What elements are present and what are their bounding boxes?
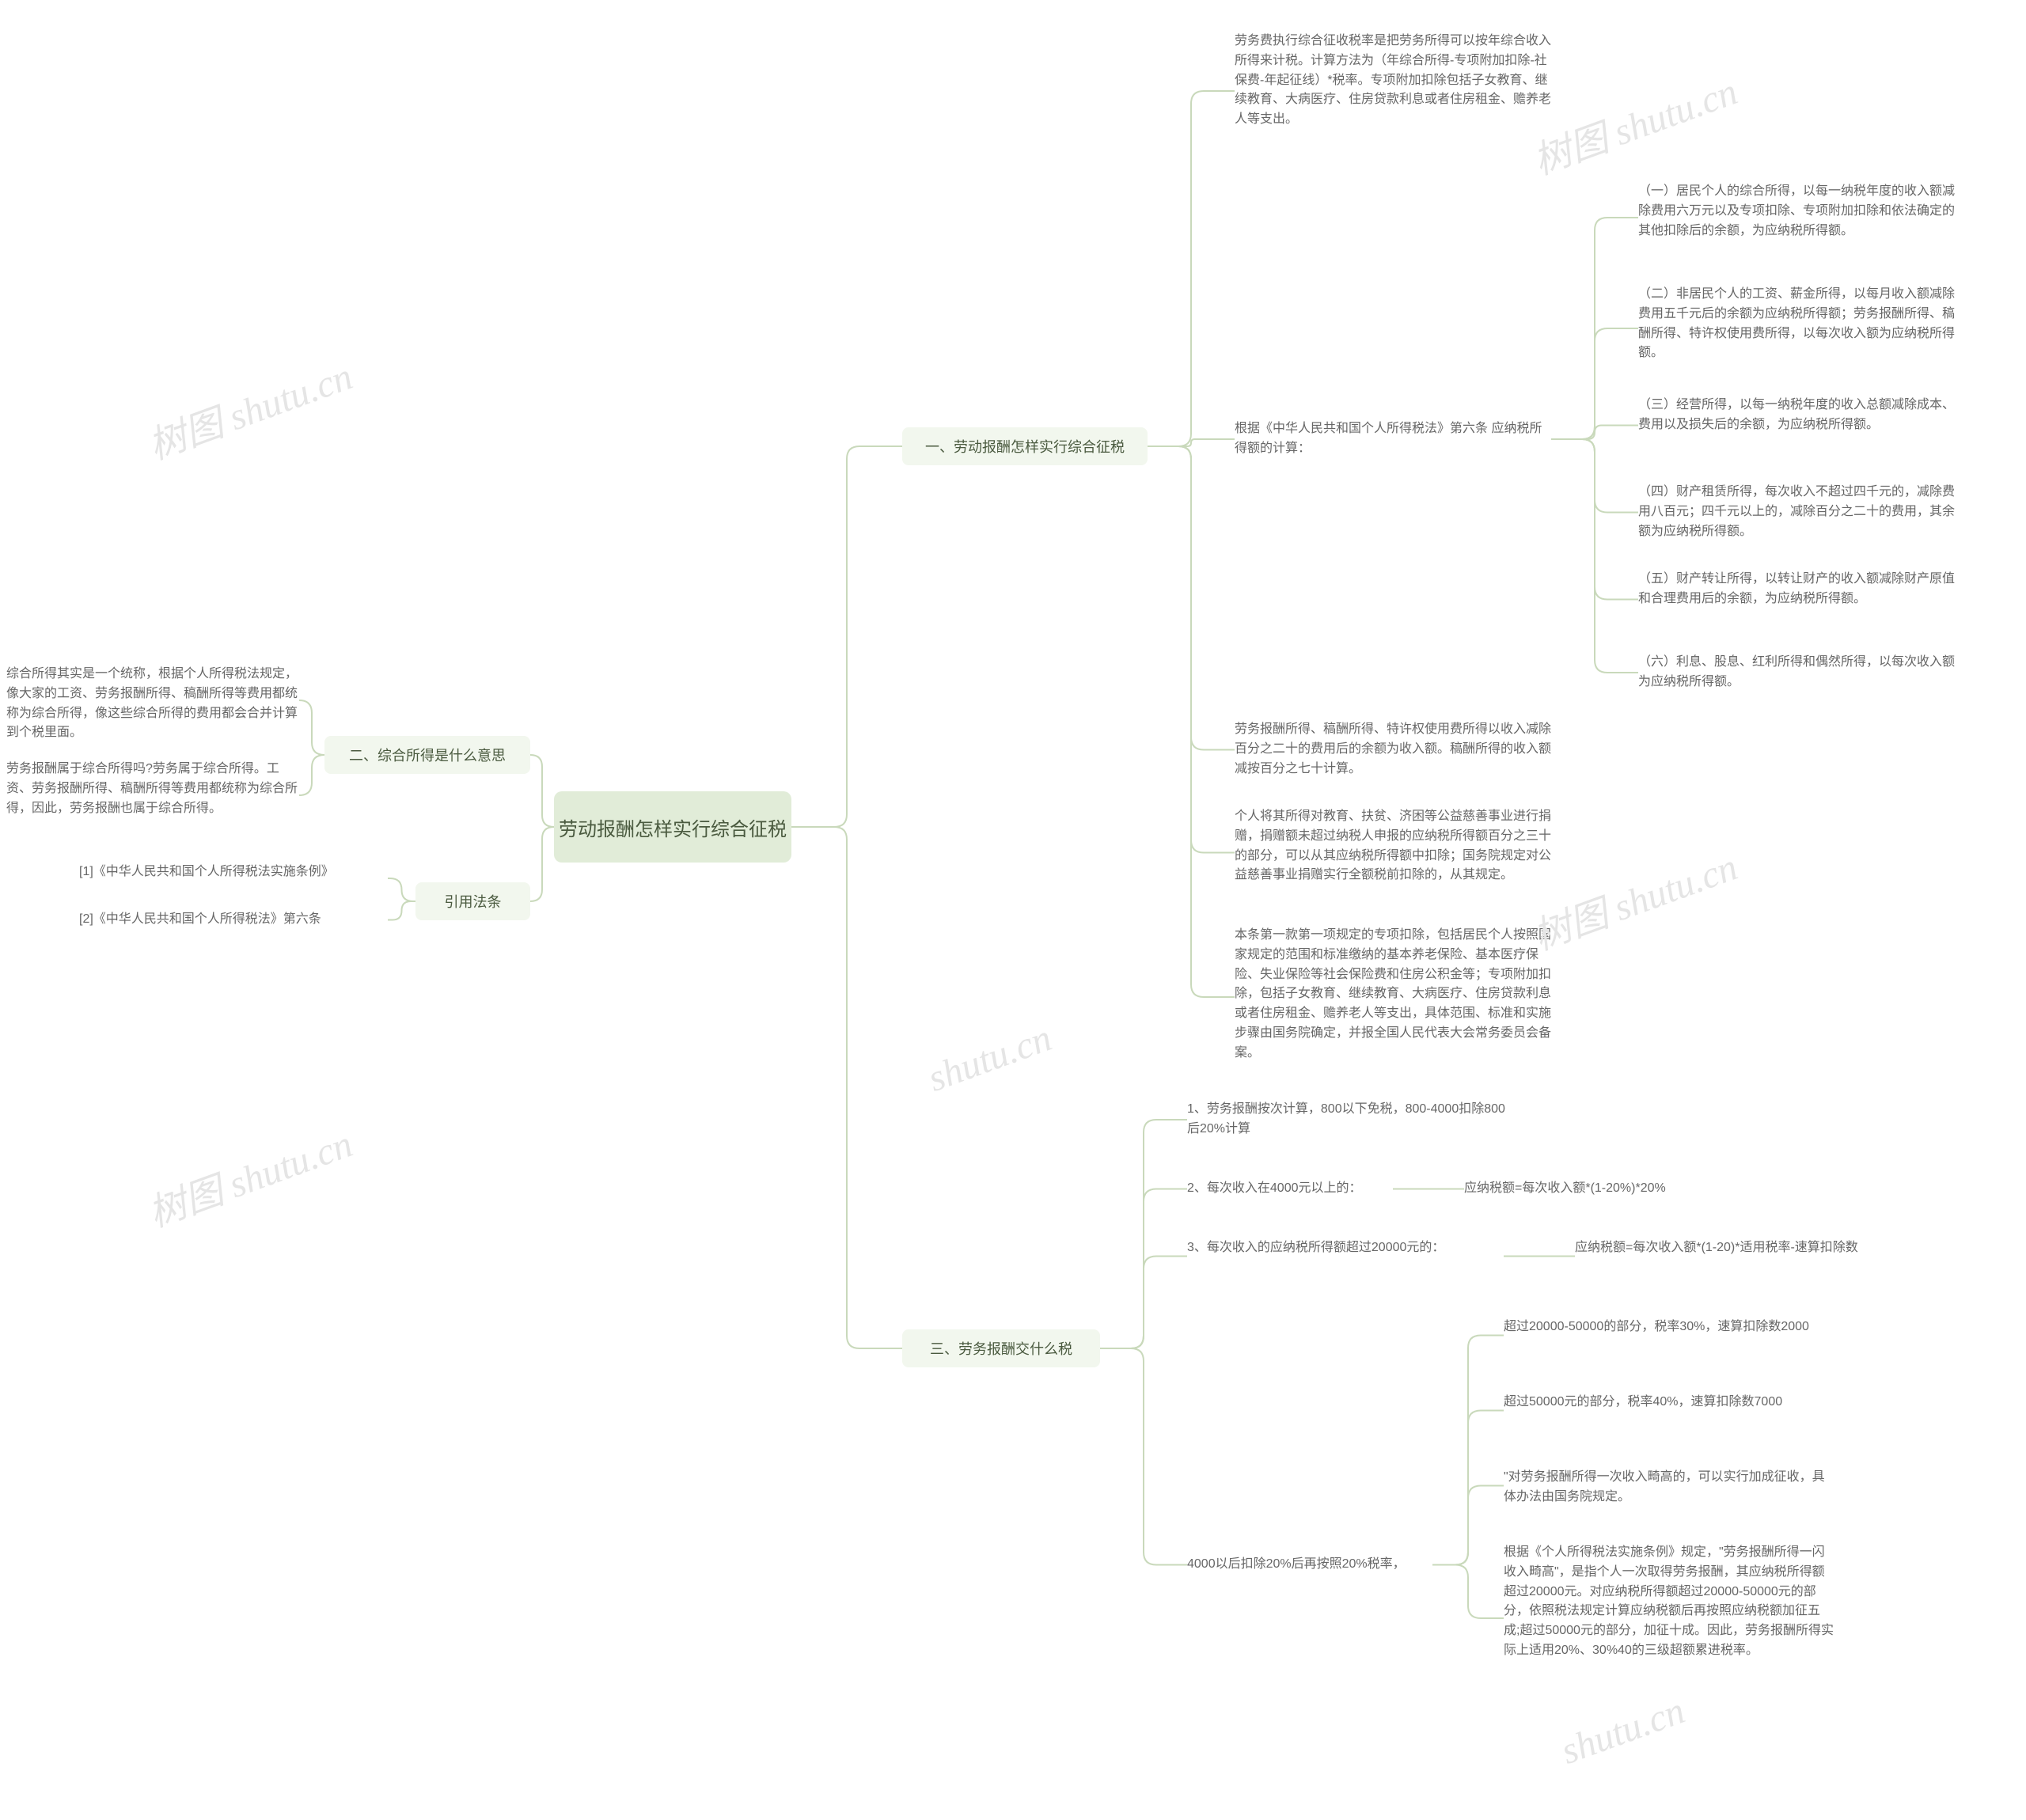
edge: [1432, 1565, 1504, 1619]
edge: [1148, 91, 1235, 446]
b4c2a: 应纳税额=每次收入额*(1-20%)*20%: [1464, 1179, 1702, 1199]
b4c4b: 超过50000元的部分，税率40%，速算扣除数7000: [1504, 1393, 1836, 1428]
b1c2f: （六）利息、股息、红利所得和偶然所得，以每次收入额为应纳税所得额。: [1638, 653, 1955, 692]
b4c2: 2、每次收入在4000元以上的：: [1187, 1179, 1393, 1199]
b2c2: 劳务报酬属于综合所得吗?劳务属于综合所得。工资、劳务报酬所得、稿酬所得等费用都统…: [6, 760, 299, 831]
b1c1: 劳务费执行综合征收税率是把劳务所得可以按年综合收入所得来计税。计算方法为（年综合…: [1235, 32, 1551, 150]
b1c5: 本条第一款第一项规定的专项扣除，包括居民个人按照国家规定的范围和标准缴纳的基本养…: [1235, 926, 1551, 1068]
edge: [791, 827, 902, 1348]
edge: [1432, 1486, 1504, 1565]
b4c4: 4000以后扣除20%后再按照20%税率，: [1187, 1555, 1432, 1575]
b1c2b: （二）非居民个人的工资、薪金所得，以每月收入额减除费用五千元后的余额为应纳税所得…: [1638, 285, 1955, 372]
b4c4a: 超过20000-50000的部分，税率30%，速算扣除数2000: [1504, 1318, 1836, 1353]
edge: [1551, 439, 1638, 673]
edge: [1100, 1257, 1187, 1349]
b4c3a: 应纳税额=每次收入额*(1-20)*适用税率-速算扣除数: [1575, 1238, 1891, 1274]
b1c2: 根据《中华人民共和国个人所得税法》第六条 应纳税所得额的计算：: [1235, 419, 1551, 459]
b4: 三、劳务报酬交什么税: [902, 1329, 1100, 1367]
edge: [1148, 439, 1235, 446]
edge: [1148, 446, 1235, 997]
edge: [299, 700, 324, 755]
b2c1: 综合所得其实是一个统称，根据个人所得税法规定，像大家的工资、劳务报酬所得、稿酬所…: [6, 665, 299, 743]
root-node: 劳动报酬怎样实行综合征税: [554, 791, 791, 863]
edge: [1100, 1348, 1187, 1565]
b3: 引用法条: [415, 882, 530, 920]
b3c1: [1]《中华人民共和国个人所得税法实施条例》: [79, 863, 388, 894]
b1c2e: （五）财产转让所得，以转让财产的收入额减除财产原值和合理费用后的余额，为应纳税所…: [1638, 570, 1955, 629]
b1c2d: （四）财产租赁所得，每次收入不超过四千元的，减除费用八百元；四千元以上的，减除百…: [1638, 483, 1955, 542]
edge: [791, 446, 902, 827]
b1c2a: （一）居民个人的综合所得，以每一纳税年度的收入额减除费用六万元以及专项扣除、专项…: [1638, 182, 1955, 253]
b1: 一、劳动报酬怎样实行综合征税: [902, 427, 1148, 465]
edge: [299, 755, 324, 795]
b2: 二、综合所得是什么意思: [324, 736, 530, 774]
edge: [530, 827, 554, 901]
b3c2: [2]《中华人民共和国个人所得税法》第六条: [79, 910, 388, 930]
edge: [388, 878, 415, 901]
b4c4d: 根据《个人所得税法实施条例》规定，"劳务报酬所得一闪收入畸高"，是指个人一次取得…: [1504, 1543, 1836, 1693]
b4c1: 1、劳务报酬按次计算，800以下免税，800-4000扣除800后20%计算: [1187, 1100, 1512, 1139]
edge: [530, 755, 554, 827]
b1c2c: （三）经营所得，以每一纳税年度的收入总额减除成本、费用以及损失后的余额，为应纳税…: [1638, 396, 1955, 455]
edge: [1551, 328, 1638, 439]
b4c4c: "对劳务报酬所得一次收入畸高的，可以实行加成征收，具体办法由国务院规定。: [1504, 1468, 1836, 1507]
b1c3: 劳务报酬所得、稿酬所得、特许权使用费所得以收入减除百分之二十的费用后的余额为收入…: [1235, 720, 1551, 779]
edge: [388, 901, 415, 920]
b1c4: 个人将其所得对教育、扶贫、济困等公益慈善事业进行捐赠，捐赠额未超过纳税人申报的应…: [1235, 807, 1551, 898]
b4c3: 3、每次收入的应纳税所得额超过20000元的：: [1187, 1238, 1504, 1274]
